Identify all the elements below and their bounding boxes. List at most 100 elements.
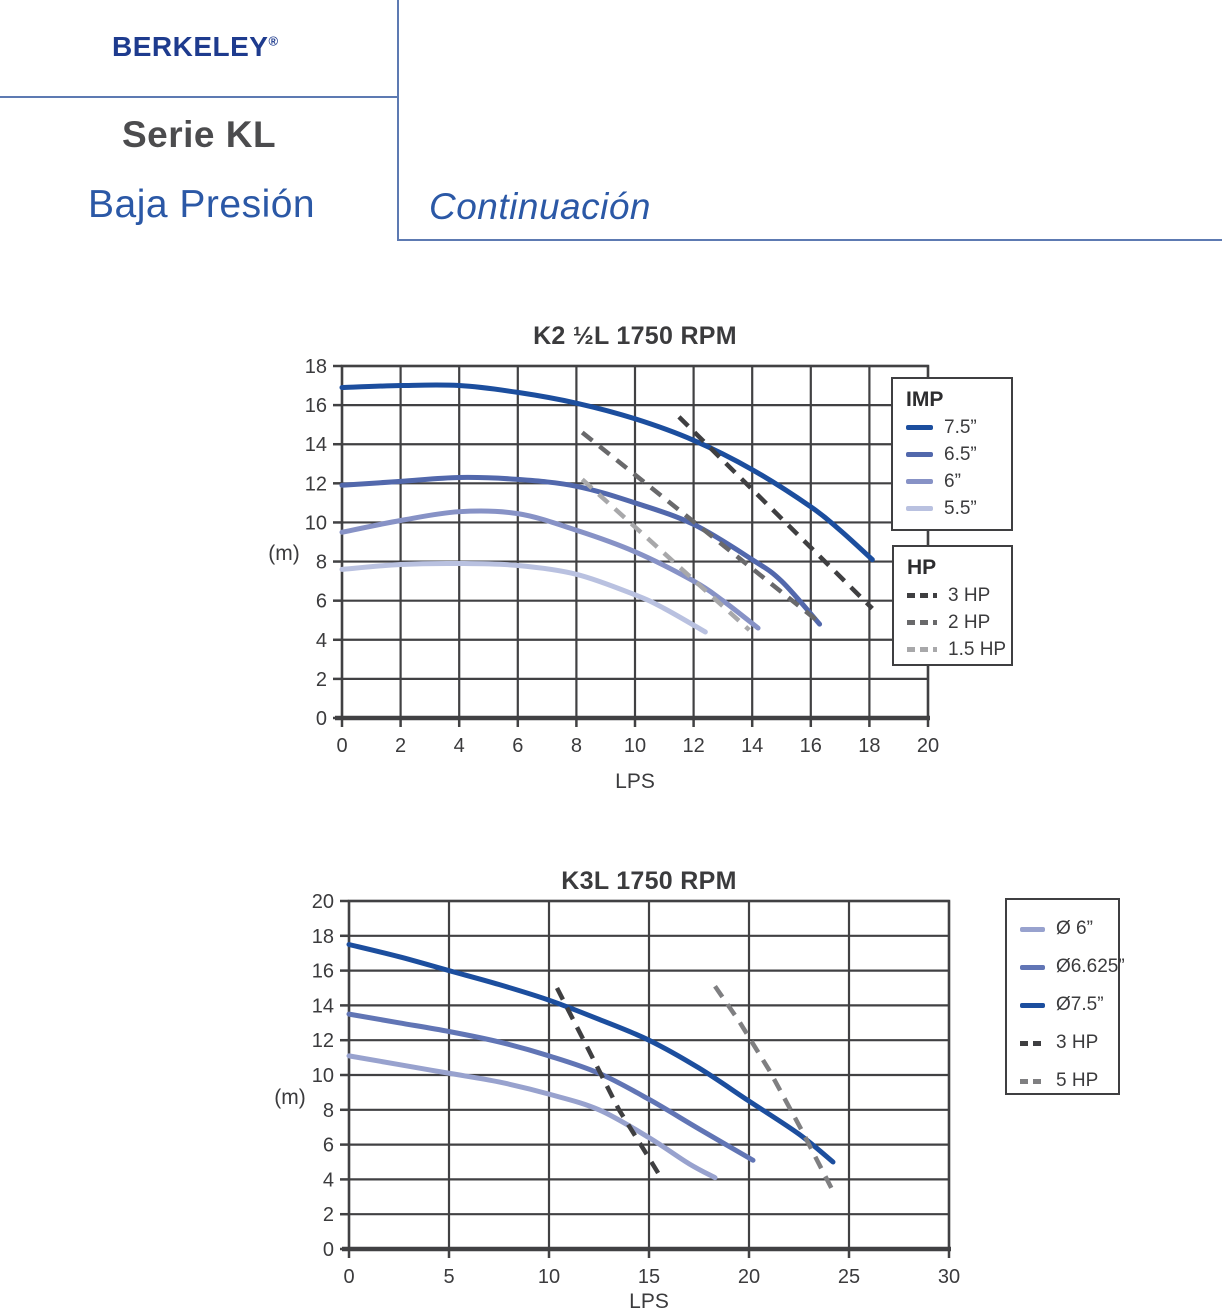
- header-divider-left: [0, 96, 398, 98]
- x-tick-label: 10: [624, 735, 646, 757]
- y-tick-label: 18: [305, 356, 327, 378]
- curve-5.5-in-impeller: [339, 560, 708, 635]
- y-tick-label: 16: [312, 961, 334, 983]
- curve-6.5-in-impeller: [339, 474, 823, 627]
- x-tick-label: 10: [538, 1266, 560, 1288]
- axes: 0 2 4 6 8 10 12 14 16 18 20 0 2 4 6 8 10 12 14 16 18: [305, 356, 939, 757]
- dashed-line-swatch-icon: [907, 620, 937, 625]
- y-tick-label: 0: [323, 1239, 334, 1261]
- chart1-x-axis-label: LPS: [615, 770, 655, 793]
- x-tick-label: 4: [454, 735, 465, 757]
- chart2-title: K3L 1750 RPM: [561, 867, 737, 895]
- dashed-line-swatch-icon: [1020, 1040, 1045, 1046]
- x-tick-label: 8: [571, 735, 582, 757]
- chart-2: 0 5 10 15 20 25 30 0 2 4 6 8 10 12 14 16 18 20: [312, 891, 960, 1288]
- legend-entry-label: 6.5”: [944, 443, 977, 465]
- y-tick-label: 16: [305, 395, 327, 417]
- brand-logo: BERKELEY®: [112, 31, 279, 63]
- curve-6-in-impeller: [339, 508, 761, 631]
- legend-entry-label: 5.5”: [944, 497, 977, 519]
- legend-entry: 2 HP: [907, 609, 1011, 636]
- legend-entry: Ø6.625”: [1020, 948, 1125, 986]
- curve-6-in-impeller: [346, 1053, 718, 1181]
- y-tick-label: 0: [316, 708, 327, 730]
- solid-line-swatch-icon: [906, 506, 933, 511]
- curve-6.625-in-impeller: [346, 1011, 756, 1163]
- legend-entry-label: Ø6.625”: [1056, 956, 1125, 977]
- solid-line-swatch-icon: [906, 479, 933, 484]
- x-tick-label: 5: [443, 1266, 454, 1288]
- y-tick-label: 6: [323, 1135, 334, 1157]
- y-tick-label: 2: [323, 1204, 334, 1226]
- chart2-legend: Ø 6” Ø6.625” Ø7.5” 3 HP 5 HP: [1005, 898, 1125, 1095]
- y-tick-label: 12: [305, 473, 327, 495]
- x-tick-label: 2: [395, 735, 406, 757]
- legend-title: HP: [907, 556, 937, 579]
- x-tick-label: 25: [838, 1266, 860, 1288]
- legend-entry: 6”: [906, 468, 1011, 495]
- y-tick-label: 8: [323, 1100, 334, 1122]
- legend-title: IMP: [906, 388, 944, 411]
- dashed-line-swatch-icon: [907, 647, 937, 652]
- solid-line-swatch-icon: [1020, 964, 1045, 970]
- legend-entry: 3 HP: [907, 582, 1011, 609]
- axes: 0 5 10 15 20 25 30 0 2 4 6 8 10 12 14 16 18 20: [312, 891, 960, 1288]
- x-tick-label: 15: [638, 1266, 660, 1288]
- y-tick-label: 12: [312, 1030, 334, 1052]
- y-tick-label: 10: [305, 512, 327, 534]
- brand-name: BERKELEY: [112, 31, 269, 62]
- y-tick-label: 8: [316, 552, 327, 574]
- header-divider-vertical: [397, 0, 399, 241]
- curve-3-hp-limit: [554, 986, 663, 1179]
- legend-entry: 5 HP: [1020, 1062, 1118, 1100]
- legend-entry: 7.5”: [906, 414, 1011, 441]
- legend-entry-label: 3 HP: [948, 584, 991, 606]
- legend-entry-label: 7.5”: [944, 416, 977, 438]
- solid-line-swatch-icon: [1020, 926, 1045, 932]
- chart1-y-axis-label: (m): [268, 542, 300, 565]
- chart1-horsepower-legend: HP 3 HP 2 HP 1.5 HP: [892, 545, 1013, 666]
- x-tick-label: 0: [336, 735, 347, 757]
- x-tick-label: 20: [738, 1266, 760, 1288]
- legend-entry: 5.5”: [906, 495, 1011, 522]
- page-subtitle: Baja Presión: [88, 183, 316, 226]
- chart-1: 0 2 4 6 8 10 12 14 16 18 20 0 2 4 6 8 10 12 14 16 18: [305, 356, 939, 757]
- dashed-line-swatch-icon: [1020, 1078, 1045, 1084]
- legend-entry: Ø7.5”: [1020, 986, 1118, 1024]
- y-tick-label: 20: [312, 891, 334, 913]
- grid: [347, 899, 951, 1251]
- legend-entry-label: 5 HP: [1056, 1070, 1099, 1091]
- curve-3-hp-limit: [677, 415, 874, 611]
- y-tick-label: 2: [316, 669, 327, 691]
- curve-1.5-hp-limit: [580, 477, 751, 632]
- solid-line-swatch-icon: [906, 425, 933, 430]
- registered-trademark-icon: ®: [268, 33, 279, 49]
- y-tick-label: 18: [312, 926, 334, 948]
- continuation-label: Continuación: [429, 186, 651, 227]
- legend-entry-label: Ø7.5”: [1056, 994, 1104, 1015]
- x-tick-label: 30: [938, 1266, 960, 1288]
- header-divider-right: [397, 239, 1222, 241]
- page-title: Serie KL: [122, 114, 277, 155]
- y-tick-label: 14: [312, 995, 334, 1017]
- legend-entry-label: 1.5 HP: [948, 638, 1007, 660]
- curve-7.5-in-impeller: [339, 382, 875, 563]
- y-tick-label: 10: [312, 1065, 334, 1087]
- curve-2-hp-limit: [580, 430, 819, 622]
- chart2-x-axis-label: LPS: [629, 1290, 669, 1313]
- chart2-y-axis-label: (m): [274, 1086, 306, 1109]
- x-tick-label: 6: [512, 735, 523, 757]
- solid-line-swatch-icon: [906, 452, 933, 457]
- y-tick-label: 4: [316, 630, 327, 652]
- legend-entry-label: 2 HP: [948, 611, 991, 633]
- legend-entry: 6.5”: [906, 441, 1011, 468]
- y-tick-label: 4: [323, 1169, 334, 1191]
- chart1-title: K2 ½L 1750 RPM: [533, 322, 737, 350]
- legend-entry-label: Ø 6”: [1056, 918, 1093, 939]
- x-tick-label: 12: [682, 735, 704, 757]
- legend-entry-label: 3 HP: [1056, 1032, 1099, 1053]
- series: [339, 382, 875, 635]
- x-tick-label: 16: [800, 735, 822, 757]
- y-tick-label: 14: [305, 434, 327, 456]
